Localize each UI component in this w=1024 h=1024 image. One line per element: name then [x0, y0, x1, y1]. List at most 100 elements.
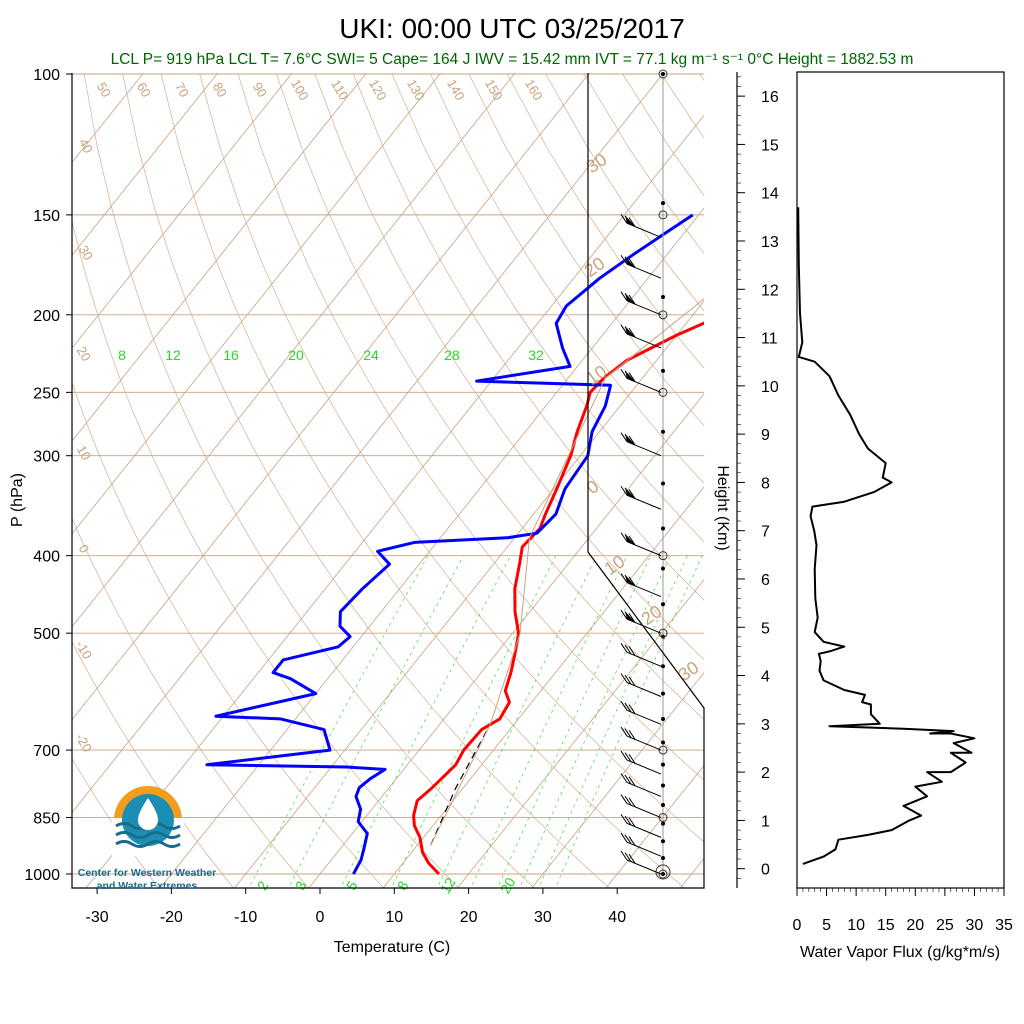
wind-barb-shaft: [626, 263, 662, 279]
height-tick-label: 1: [761, 813, 770, 830]
calm-circle: [658, 628, 668, 638]
wind-level-dot: [661, 429, 665, 434]
wind-level-dot: [661, 872, 665, 876]
isotherm-label: 10: [74, 443, 94, 463]
wind-barb-feather: [624, 815, 632, 826]
mixing-ratio-line: [470, 555, 628, 888]
wind-barb-shaft: [626, 582, 662, 598]
mixing-ratio-label: 8: [394, 878, 412, 893]
isotherm-label: 120: [366, 77, 390, 103]
wind-barb-shaft: [626, 300, 662, 316]
dry-adiabat: [122, 73, 610, 888]
wind-barb-feather: [620, 369, 628, 379]
calm-circle: [658, 813, 668, 823]
logo-text-line1: Center for Western Weather: [78, 867, 216, 879]
wind-barb-feather: [628, 836, 636, 846]
wind-barb-feather: [624, 795, 632, 806]
isotherm-label: 100: [288, 77, 312, 103]
isotherm-line: [382, 486, 704, 888]
mixing-ratio-label: 32: [528, 347, 544, 363]
dry-adiabat: [199, 73, 704, 843]
flux-tick-label: 20: [906, 917, 924, 934]
x-axis-label: Temperature (C): [334, 939, 450, 956]
wind-barb-feather: [628, 676, 636, 686]
isotherm-label: 130: [404, 77, 428, 103]
height-axis-label: Height (Km): [714, 465, 731, 550]
height-tick-label: 4: [761, 669, 770, 686]
isotherm-line: [72, 73, 665, 814]
y-tick-label: 100: [33, 67, 60, 84]
wind-barb-shaft: [626, 333, 662, 349]
isotherm-line: [72, 73, 293, 349]
wind-level-dot: [661, 602, 665, 607]
plot-frame: [71, 73, 705, 889]
calm-circle: [658, 210, 668, 220]
y-tick-label: 850: [33, 811, 60, 828]
wind-barb-flag: [625, 370, 635, 382]
isotherm-label: 70: [172, 80, 192, 100]
adiabat-label: 30: [675, 657, 703, 685]
isotherm-line: [233, 300, 704, 888]
wind-barb-feather: [620, 750, 628, 761]
dry-adiabat: [353, 73, 704, 601]
wind-barb-feather: [620, 794, 628, 804]
wind-barb-feather: [628, 704, 636, 714]
flux-tick-label: 5: [822, 917, 831, 934]
flux-tick-label: 15: [877, 917, 895, 934]
wind-barb-feather: [620, 850, 628, 861]
height-tick-label: 9: [761, 427, 770, 444]
height-tick-label: 11: [761, 331, 778, 348]
wind-barb-feather: [620, 532, 628, 542]
wind-barb-flag: [625, 533, 635, 545]
flux-axis-label: Water Vapor Flux (g/kg*m/s): [800, 944, 1000, 961]
logo-wave: [115, 840, 181, 848]
wind-barb-feather: [620, 701, 628, 711]
height-tick-label: 6: [761, 572, 770, 589]
wind-level-dot: [661, 201, 665, 206]
dry-adiabat: [622, 73, 704, 197]
wind-barb-flag: [625, 611, 635, 623]
wind-level-dot: [661, 716, 665, 721]
wind-level-dot: [661, 72, 665, 76]
wind-barb-feather: [628, 372, 636, 382]
mixing-ratio-line: [340, 555, 511, 888]
isotherm-label: 50: [94, 80, 114, 100]
x-tick-label: 10: [385, 909, 403, 926]
isotherm-label: -20: [73, 731, 95, 755]
wind-barb-shaft: [626, 841, 662, 857]
isotherm-line: [679, 857, 704, 888]
dry-adiabat: [468, 73, 704, 427]
y-axis-label: P (hPa): [9, 473, 26, 527]
wind-barb-feather: [628, 535, 636, 546]
y-tick-label: 700: [33, 743, 60, 760]
wind-barb-shaft: [626, 682, 662, 697]
isotherm-label: 160: [522, 77, 546, 103]
x-tick-label: -10: [234, 909, 257, 926]
wind-level-dot: [661, 664, 665, 669]
wind-barb-feather: [628, 797, 636, 808]
flux-tick-label: 30: [966, 917, 984, 934]
flux-tick-label: 0: [793, 917, 802, 934]
dry-adiabat: [83, 73, 535, 888]
isotherm-label: 110: [328, 77, 351, 102]
mixing-ratio-line: [538, 555, 688, 888]
wind-barb-feather: [628, 646, 636, 656]
mixing-ratio-line: [390, 555, 557, 888]
height-tick-label: 5: [761, 620, 770, 637]
height-tick-label: 8: [761, 475, 770, 492]
wind-barb-shaft: [626, 618, 662, 634]
adiabat-label: 20: [581, 253, 609, 281]
wind-barb-feather: [628, 730, 636, 740]
wind-barb-flag: [625, 325, 635, 337]
wind-barb-shaft: [626, 803, 662, 818]
mixing-ratio-label: 3: [292, 878, 310, 893]
isotherm-line: [752, 37, 1024, 891]
mixing-ratio-label: 12: [165, 347, 181, 363]
isotherm-label: 40: [76, 136, 96, 156]
mixing-ratio-label: 16: [223, 347, 239, 363]
wind-barb-feather: [628, 776, 636, 786]
y-tick-label: 200: [33, 308, 60, 325]
calm-circle: [658, 387, 668, 397]
wind-barb-feather: [620, 324, 628, 335]
